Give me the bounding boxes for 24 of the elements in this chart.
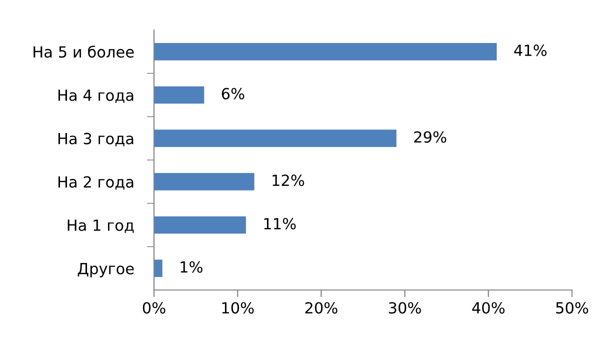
x-tick-label: 0% [142,302,166,314]
x-tick-label: 30% [388,302,421,314]
data-label: 11% [264,218,296,230]
data-label: 29% [414,131,446,143]
bar [154,86,204,104]
bar [154,43,497,60]
bar [154,173,254,190]
x-tick-label: 10% [222,302,254,314]
data-label: 6% [222,88,244,100]
data-label: 12% [272,174,304,186]
y-tick-label: На 4 года [58,90,134,103]
y-tick-label: На 3 года [58,132,134,146]
x-tick-label: 50% [556,302,588,314]
bar [154,130,396,147]
y-tick-label: На 1 год [68,220,134,233]
bar [154,216,246,234]
x-tick-label: 40% [472,302,505,314]
y-tick-label: На 2 года [58,176,134,190]
data-label: 1% [180,261,202,273]
data-label: 41% [514,44,547,56]
x-tick-label: 20% [305,302,338,314]
bar [154,260,162,277]
y-tick-label: На 5 и более [34,46,134,58]
y-tick-label: Другое [78,263,134,278]
